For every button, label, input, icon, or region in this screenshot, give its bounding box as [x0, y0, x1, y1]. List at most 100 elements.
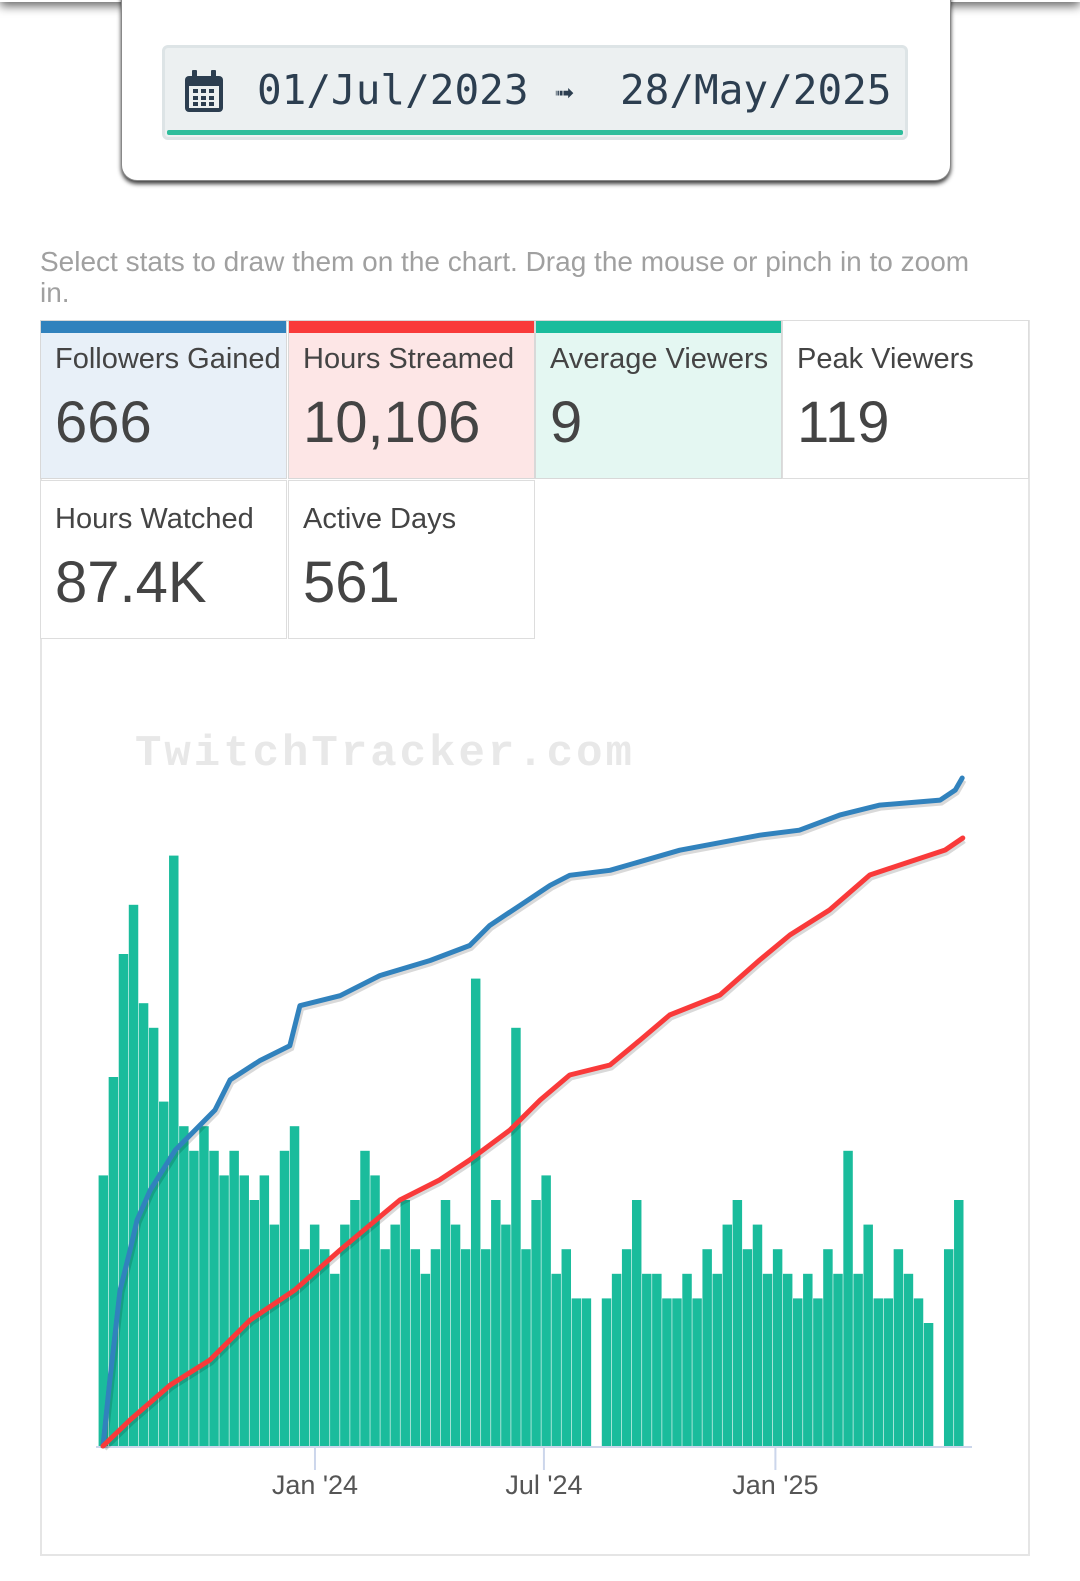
bar-average-viewers [249, 1200, 260, 1446]
x-tick-label: Jul '24 [505, 1470, 583, 1500]
bar-average-viewers [571, 1298, 582, 1446]
bar-average-viewers [158, 1101, 169, 1446]
bar-average-viewers [893, 1249, 904, 1446]
bar-average-viewers [883, 1298, 894, 1446]
bar-average-viewers [470, 978, 481, 1446]
bar-average-viewers [269, 1224, 280, 1446]
bar-average-viewers [501, 1224, 511, 1446]
line-hours-streamed [100, 835, 966, 1449]
bar-average-viewers [460, 1249, 471, 1446]
bar-average-viewers [320, 1249, 330, 1446]
bar-average-viewers [782, 1273, 793, 1446]
bar-average-viewers [813, 1298, 823, 1446]
bar-average-viewers [913, 1298, 924, 1446]
bar-average-viewers [551, 1273, 561, 1446]
bar-average-viewers [722, 1224, 733, 1446]
bar-average-viewers [360, 1150, 370, 1446]
line-followers-gained [100, 775, 965, 1449]
bar-average-viewers [330, 1273, 340, 1446]
bar-average-viewers [531, 1200, 541, 1446]
bar-average-viewers [642, 1273, 652, 1446]
bar-average-viewers [390, 1224, 400, 1446]
bar-average-viewers [148, 1027, 159, 1446]
bar-average-viewers [672, 1298, 682, 1446]
bar-average-viewers [943, 1249, 954, 1446]
bar-average-viewers [692, 1298, 702, 1446]
start-date: 01/Jul/2023 [257, 66, 529, 114]
stat-label: Hours Watched [55, 503, 254, 535]
stat-color-bar [536, 321, 781, 333]
bar-average-viewers [923, 1323, 934, 1446]
bar-average-viewers [209, 1150, 219, 1446]
bar-average-viewers [239, 1175, 249, 1446]
stat-peak-viewers[interactable]: Peak Viewers 119 [782, 320, 1029, 479]
stat-value: 10,106 [303, 390, 481, 455]
stat-value: 666 [55, 390, 152, 455]
bar-average-viewers [772, 1249, 783, 1446]
x-tick-label: Jan '24 [271, 1470, 359, 1500]
stat-value: 87.4K [55, 550, 207, 615]
bar-average-viewers [752, 1224, 763, 1446]
bar-average-viewers [118, 954, 129, 1446]
bar-average-viewers [179, 1126, 189, 1446]
bar-average-viewers [803, 1273, 813, 1446]
bar-average-viewers [299, 1249, 310, 1446]
stat-label: Peak Viewers [797, 343, 974, 375]
x-tick-label: Jan '25 [732, 1470, 819, 1500]
stat-label: Average Viewers [550, 343, 769, 375]
bar-average-viewers [652, 1273, 662, 1446]
bar-average-viewers [410, 1249, 421, 1446]
bar-average-viewers [430, 1249, 441, 1446]
bar-average-viewers [903, 1273, 914, 1446]
stat-value: 9 [550, 390, 583, 455]
bar-average-viewers [682, 1273, 692, 1446]
stat-active-days[interactable]: Active Days 561 [288, 480, 535, 639]
stat-label: Followers Gained [55, 343, 281, 375]
bar-average-viewers [631, 1200, 642, 1446]
bar-average-viewers [611, 1273, 622, 1446]
bar-average-viewers [440, 1200, 451, 1446]
bar-average-viewers [621, 1249, 632, 1446]
bar-average-viewers [873, 1298, 883, 1446]
bar-average-viewers [309, 1224, 320, 1446]
date-range-picker[interactable]: 01/Jul/2023 ➟ 28/May/2025 [162, 45, 908, 140]
stat-average-viewers[interactable]: Average Viewers 9 [535, 320, 782, 479]
bar-average-viewers [954, 1200, 964, 1446]
stat-hours-watched[interactable]: Hours Watched 87.4K [40, 480, 287, 639]
bar-average-viewers [823, 1249, 833, 1446]
bar-average-viewers [843, 1150, 853, 1446]
bar-average-viewers [98, 1175, 109, 1446]
bar-average-viewers [380, 1249, 390, 1446]
stat-hours-streamed[interactable]: Hours Streamed 10,106 [288, 320, 535, 479]
help-text: Select stats to draw them on the chart. … [40, 246, 970, 308]
bar-average-viewers [108, 1077, 119, 1446]
bar-average-viewers [128, 904, 139, 1446]
stat-color-bar [289, 321, 534, 333]
bar-average-viewers [762, 1273, 773, 1446]
bar-average-viewers [199, 1126, 209, 1446]
bar-average-viewers [138, 1003, 149, 1446]
stat-value: 119 [797, 390, 890, 455]
bar-average-viewers [742, 1249, 753, 1446]
end-date: 28/May/2025 [620, 66, 892, 114]
bar-average-viewers [340, 1224, 350, 1446]
bar-average-viewers [219, 1175, 229, 1446]
bar-average-viewers [863, 1224, 873, 1446]
bar-average-viewers [601, 1298, 612, 1446]
bar-average-viewers [541, 1175, 551, 1446]
bar-average-viewers [420, 1273, 431, 1446]
stat-color-bar [41, 321, 286, 333]
stat-value: 561 [303, 550, 400, 615]
bar-average-viewers [289, 1126, 300, 1446]
bar-average-viewers [712, 1273, 722, 1446]
date-field-underline [167, 130, 903, 135]
bar-average-viewers [491, 1200, 501, 1446]
stat-followers-gained[interactable]: Followers Gained 666 [40, 320, 287, 479]
arrow-icon: ➟ [555, 74, 575, 112]
bar-average-viewers [561, 1249, 572, 1446]
calendar-icon [185, 70, 223, 112]
bar-average-viewers [853, 1273, 863, 1446]
bar-average-viewers [702, 1249, 712, 1446]
bar-average-viewers [521, 1249, 531, 1446]
